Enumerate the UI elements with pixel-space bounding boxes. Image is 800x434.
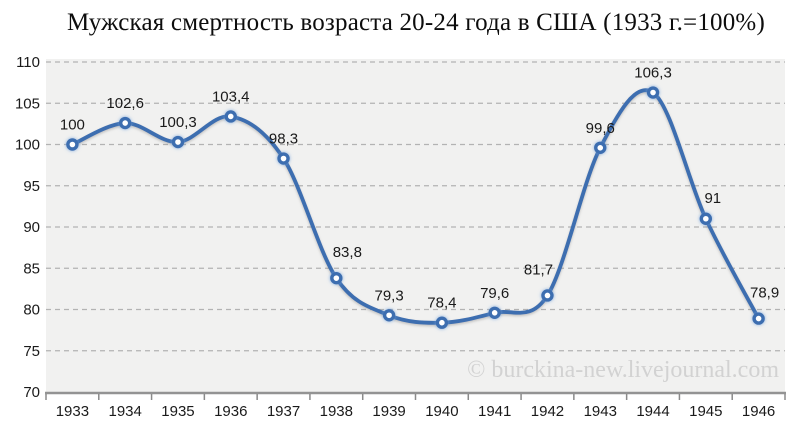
data-point-label: 102,6 bbox=[106, 95, 144, 112]
y-axis-tick-label: 105 bbox=[15, 95, 40, 112]
data-point-marker bbox=[594, 141, 607, 155]
y-axis-tick-label: 90 bbox=[23, 219, 40, 236]
y-axis-tick-label: 70 bbox=[23, 384, 40, 401]
x-axis-tick-label: 1941 bbox=[478, 403, 511, 420]
plot-area bbox=[46, 59, 785, 392]
x-axis-tick-label: 1940 bbox=[425, 403, 458, 420]
data-point-label: 106,3 bbox=[634, 65, 672, 82]
data-point-marker bbox=[224, 110, 237, 123]
data-point-marker bbox=[646, 86, 660, 99]
data-point-marker bbox=[382, 309, 396, 322]
data-point-marker bbox=[488, 306, 501, 319]
data-point-marker bbox=[118, 116, 132, 130]
y-axis-tick-label: 80 bbox=[23, 302, 40, 319]
data-point-marker bbox=[277, 152, 290, 165]
data-point-marker bbox=[541, 289, 554, 302]
y-axis-tick-label: 75 bbox=[23, 343, 40, 360]
x-axis-tick-label: 1946 bbox=[742, 403, 775, 420]
x-axis-tick-label: 1942 bbox=[531, 403, 564, 420]
x-axis-tick-label: 1934 bbox=[108, 403, 141, 420]
x-axis-tick-label: 1936 bbox=[214, 403, 247, 420]
data-point-marker bbox=[330, 271, 343, 285]
x-axis-tick-label: 1935 bbox=[161, 403, 194, 420]
x-axis-tick-label: 1937 bbox=[267, 403, 300, 420]
data-point-label: 78,9 bbox=[750, 285, 779, 302]
data-point-marker bbox=[171, 135, 185, 149]
x-axis-tick-label: 1938 bbox=[320, 403, 353, 420]
x-axis-tick-label: 1944 bbox=[636, 403, 669, 420]
data-point-label: 91 bbox=[704, 190, 721, 207]
x-axis-tick-label: 1943 bbox=[584, 403, 617, 420]
x-axis-tick-label: 1939 bbox=[372, 403, 405, 420]
chart-title: Мужская смертность возраста 20-24 года в… bbox=[67, 9, 765, 36]
data-point-label: 99,6 bbox=[586, 120, 615, 137]
y-axis-tick-label: 85 bbox=[23, 260, 40, 277]
data-point-label: 79,3 bbox=[375, 287, 404, 304]
watermark-text: © burckina-new.livejournal.com bbox=[467, 357, 779, 383]
y-axis-tick-label: 95 bbox=[23, 178, 40, 195]
data-point-label: 100,3 bbox=[159, 114, 197, 131]
data-point-label: 98,3 bbox=[269, 131, 298, 148]
x-axis-tick-label: 1945 bbox=[689, 403, 722, 420]
data-point-label: 100 bbox=[60, 117, 85, 134]
y-axis-tick-label: 110 bbox=[16, 54, 40, 71]
data-point-marker bbox=[699, 212, 713, 225]
data-point-marker bbox=[752, 312, 765, 325]
data-point-label: 103,4 bbox=[212, 88, 250, 105]
x-axis-tick-label: 1933 bbox=[56, 403, 89, 420]
data-point-label: 83,8 bbox=[333, 244, 362, 261]
data-point-marker bbox=[66, 138, 79, 151]
data-point-label: 78,4 bbox=[427, 295, 456, 312]
data-point-label: 79,6 bbox=[480, 285, 509, 302]
y-axis-tick-label: 100 bbox=[15, 137, 40, 154]
data-point-label: 81,7 bbox=[524, 261, 553, 278]
data-point-marker bbox=[435, 316, 449, 329]
